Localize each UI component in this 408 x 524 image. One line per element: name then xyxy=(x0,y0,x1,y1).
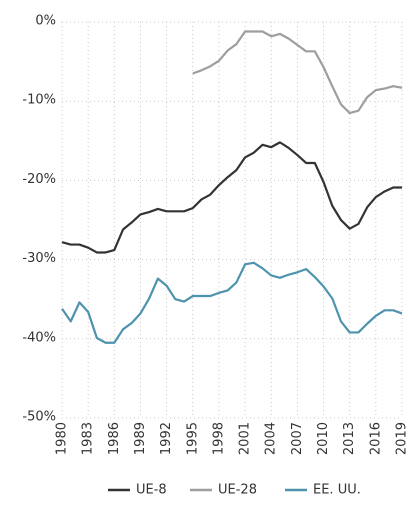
x-tick-label: 1998 xyxy=(211,422,226,455)
x-tick-label: 2007 xyxy=(290,422,305,455)
x-tick-label: 1983 xyxy=(81,422,96,455)
x-tick-label: 1986 xyxy=(107,422,122,455)
legend-label: EE. UU. xyxy=(313,483,361,498)
x-tick-label: 2004 xyxy=(264,422,279,455)
x-tick-label: 1980 xyxy=(55,422,70,455)
y-tick-label: -10% xyxy=(22,93,56,108)
series-line xyxy=(61,261,403,344)
y-tick-label: -20% xyxy=(22,172,56,187)
series-line xyxy=(192,30,403,115)
x-tick-label: 1995 xyxy=(185,422,200,455)
y-tick-label: -50% xyxy=(22,410,56,425)
x-tick-label: 2019 xyxy=(395,422,408,455)
x-tick-label: 2013 xyxy=(342,422,357,455)
x-tick-label: 2016 xyxy=(368,422,383,455)
x-tick-label: 1992 xyxy=(159,422,174,455)
y-tick-label: 0% xyxy=(35,14,56,29)
legend-label: UE-8 xyxy=(136,483,167,498)
y-tick-label: -40% xyxy=(22,330,56,345)
series-line xyxy=(61,141,402,254)
x-tick-label: 2001 xyxy=(238,422,253,455)
x-tick-label: 1989 xyxy=(133,422,148,455)
x-tick-label: 2010 xyxy=(316,422,331,455)
legend-label: UE-28 xyxy=(218,483,257,498)
y-tick-label: -30% xyxy=(22,251,56,266)
